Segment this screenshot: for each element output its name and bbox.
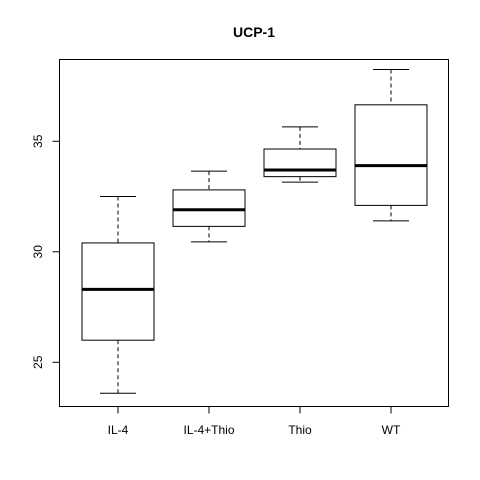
- box-group-2: [263, 126, 337, 183]
- x-tick-label: Thio: [288, 423, 312, 437]
- x-tick-label: IL-4+Thio: [183, 423, 234, 437]
- x-axis: IL-4 IL-4+Thio Thio WT: [108, 406, 401, 437]
- y-tick-label: 35: [31, 134, 45, 148]
- iqr-box: [354, 104, 428, 206]
- x-tick-label: WT: [382, 423, 401, 437]
- box-group-0: [81, 196, 155, 394]
- iqr-box: [263, 148, 337, 178]
- x-tick-label: IL-4: [108, 423, 129, 437]
- y-tick-label: 30: [31, 245, 45, 259]
- y-tick-label: 25: [31, 355, 45, 369]
- plot-marks: [81, 68, 428, 394]
- box-group-3: [354, 68, 428, 222]
- chart-title: UCP-1: [233, 24, 275, 40]
- y-axis: 25 30 35: [31, 134, 60, 369]
- box-group-1: [172, 170, 246, 243]
- iqr-box: [81, 242, 155, 341]
- iqr-box: [172, 189, 246, 227]
